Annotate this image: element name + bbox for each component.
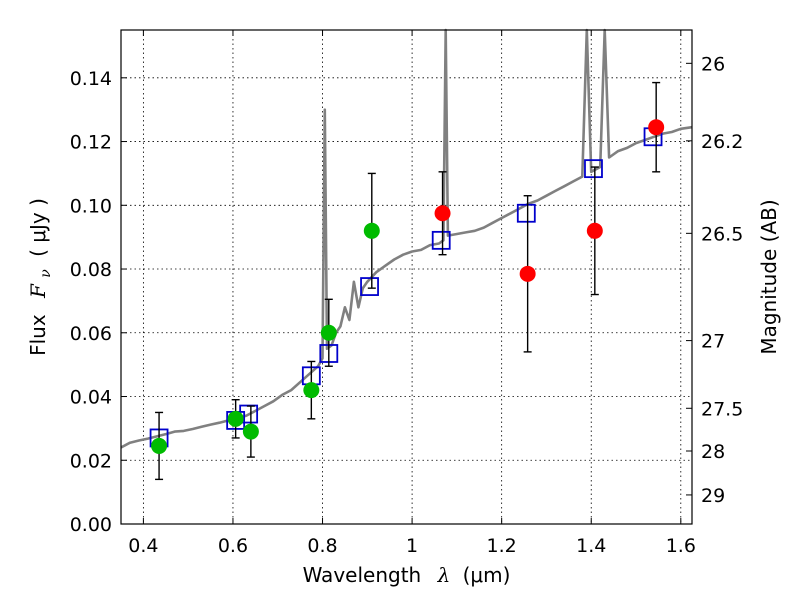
y-tick-label: 0.04 <box>70 387 112 409</box>
y-tick-label: 0.14 <box>70 68 112 90</box>
y-tick-label: 0.10 <box>70 195 112 217</box>
y2-tick-label: 26.2 <box>701 131 743 153</box>
y-tick-label: 0.02 <box>70 450 112 472</box>
model-spectrum-line <box>120 28 693 449</box>
y-tick-label: 0.00 <box>70 514 112 536</box>
y-axis-label-text: Flux <box>26 314 50 356</box>
y2-tick-label: 29 <box>701 485 725 507</box>
y-tick-label: 0.08 <box>70 259 112 281</box>
y-axis-symbol: F <box>26 283 50 299</box>
marker-layer <box>149 81 665 481</box>
nir-observation-point <box>434 205 451 222</box>
plot-frame <box>120 29 693 525</box>
y2-tick-label: 27 <box>701 331 725 353</box>
y2-tick-label: 28 <box>701 441 725 463</box>
y2-tick-label: 27.5 <box>701 398 743 420</box>
x-tick-label: 1.4 <box>576 535 606 557</box>
x-axis-symbol: λ <box>437 563 451 587</box>
nir-observation-point <box>586 222 603 239</box>
x-axis-label-text: Wavelength <box>303 563 422 587</box>
optical-observation-point <box>242 423 259 440</box>
y2-tick-label: 26 <box>701 53 725 75</box>
optical-observation-point <box>363 222 380 239</box>
nir-observation-point <box>519 265 536 282</box>
optical-observation-point <box>320 324 337 341</box>
x-tick-label: 0.8 <box>307 535 337 557</box>
optical-observation-point <box>303 382 320 399</box>
optical-observation-point <box>227 410 244 427</box>
optical-observation-point <box>151 437 168 454</box>
y-tick-label: 0.06 <box>70 323 112 345</box>
tick-layer: 0.4 0.6 0.8 1 1.2 1.4 1.6 0.00 0.02 0.04 0.06 0.08 0… <box>70 30 743 557</box>
y-axis-subscript: ν <box>38 269 54 278</box>
model-spectrum-layer <box>120 28 693 449</box>
x-axis-label: Wavelength λ (μm) <box>303 563 511 587</box>
x-axis-unit: (μm) <box>463 563 511 587</box>
x-tick-label: 1.6 <box>666 535 696 557</box>
y2-axis-label: Magnitude (AB) <box>757 199 781 354</box>
y2-tick-label: 26.5 <box>701 223 743 245</box>
model-photometry-square <box>584 159 603 179</box>
y-axis-label: Flux F ν ( μJy ) <box>26 198 55 356</box>
model-photometry-square <box>360 277 379 296</box>
y-axis-unit: ( μJy ) <box>26 198 50 257</box>
model-photometry-square <box>516 203 536 223</box>
nir-observation-point <box>648 119 665 136</box>
model-photometry-square <box>431 230 451 250</box>
x-tick-label: 1 <box>406 535 418 557</box>
x-tick-label: 0.4 <box>128 535 158 557</box>
x-tick-label: 1.2 <box>487 535 517 557</box>
x-tick-label: 0.6 <box>218 535 248 557</box>
y-tick-label: 0.12 <box>70 132 112 154</box>
